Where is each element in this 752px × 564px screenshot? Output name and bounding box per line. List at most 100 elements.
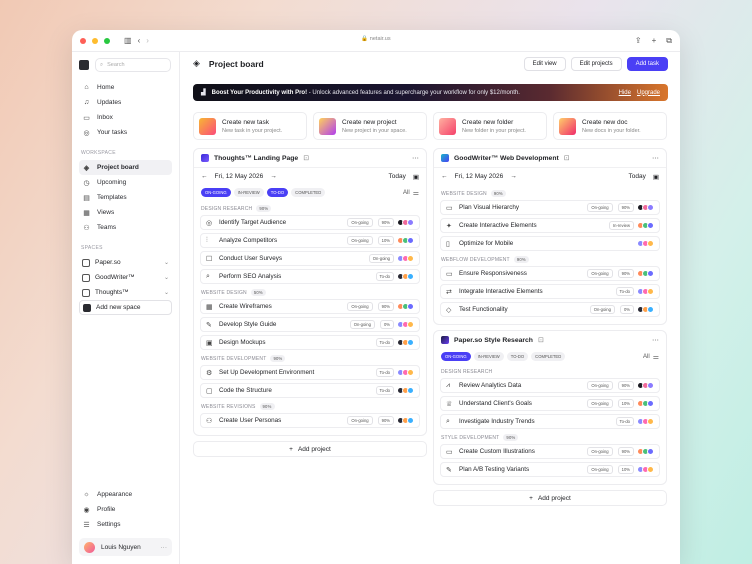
status-badge: On-going — [368, 254, 394, 263]
task-row[interactable]: ⩘ Review Analytics Data On-going 90% — [440, 378, 660, 393]
filter-pill[interactable]: TO-DO — [506, 352, 529, 361]
calendar-icon[interactable]: ▣ — [412, 173, 419, 181]
quick-action-card[interactable]: Create new folder New folder in your proj… — [433, 112, 547, 140]
filter-pill[interactable]: ON-GOING — [201, 188, 231, 197]
task-row[interactable]: ✎ Develop Style Guide On-going 0% — [200, 317, 420, 332]
more-icon[interactable]: ··· — [652, 154, 659, 162]
quick-action-card[interactable]: Create new task New task in your project. — [193, 112, 307, 140]
chevron-down-icon[interactable]: ⌄ — [163, 260, 169, 266]
nav-your-tasks[interactable]: ◎ Your tasks — [79, 125, 172, 140]
quick-action-card[interactable]: Create new doc New docs in your folder. — [553, 112, 667, 140]
nav-home[interactable]: ⌂ Home — [79, 80, 172, 95]
user-menu[interactable]: Louis Nguyen ··· — [79, 538, 172, 556]
task-row[interactable]: ✦ Create Interactive Elements In-review — [440, 218, 660, 233]
task-row[interactable]: ♕ Understand Client's Goals On-going 10% — [440, 396, 660, 411]
task-row[interactable]: ◇ Test Functionality On-going 0% — [440, 302, 660, 317]
more-icon[interactable]: ··· — [652, 336, 659, 344]
task-row[interactable]: ☐ Conduct User Surveys On-going — [200, 251, 420, 266]
edit-view-button[interactable]: Edit view — [523, 56, 566, 71]
add-task-button[interactable]: Add task — [626, 56, 668, 71]
assignee-avatars — [637, 222, 654, 229]
task-row[interactable]: ▯ Optimize for Mobile — [440, 236, 660, 251]
today-button[interactable]: Today — [388, 173, 406, 180]
new-tab-icon[interactable]: + — [651, 35, 657, 45]
task-row[interactable]: ▢ Code the Structure To-do — [200, 383, 420, 398]
nav-appearance[interactable]: ☼ Appearance — [79, 487, 172, 502]
task-row[interactable]: ▭ Create Custom Illustrations On-going 90% — [440, 444, 660, 459]
task-row[interactable]: ▣ Design Mockups To-do — [200, 335, 420, 350]
task-row[interactable]: ⇄ Integrate Interactive Elements To-do — [440, 284, 660, 299]
share-icon[interactable]: ⇪ — [634, 35, 642, 45]
status-badge: On-going — [587, 447, 613, 456]
filter-pill[interactable]: IN-REVIEW — [473, 352, 504, 361]
inbox-icon: ▭ — [83, 114, 90, 122]
filter-pill[interactable]: COMPLETED — [531, 352, 566, 361]
task-label: Create Interactive Elements — [459, 222, 537, 229]
more-icon[interactable]: ··· — [160, 543, 168, 551]
section-progress: 90% — [256, 205, 272, 212]
all-filter[interactable]: All — [403, 189, 410, 196]
task-row[interactable]: ✎ Plan A/B Testing Variants On-going 10% — [440, 462, 660, 477]
chevron-down-icon[interactable]: ⌄ — [163, 275, 169, 281]
sliders-icon[interactable]: ⚌ — [412, 189, 419, 197]
space-thoughts[interactable]: Thoughts™ ⌄ — [79, 285, 172, 300]
add-space-button[interactable]: Add new space — [79, 300, 172, 315]
status-badge: To-do — [375, 272, 394, 281]
nav-templates[interactable]: ▤ Templates — [79, 190, 172, 205]
all-filter[interactable]: All — [643, 353, 650, 360]
nav-views[interactable]: ▦ Views — [79, 205, 172, 220]
filter-pill[interactable]: COMPLETED — [291, 188, 326, 197]
task-row[interactable]: ▭ Ensure Responsiveness On-going 90% — [440, 266, 660, 281]
more-icon[interactable]: ··· — [412, 154, 419, 162]
upgrade-link[interactable]: Upgrade — [636, 89, 660, 96]
minimize-dot[interactable] — [92, 37, 98, 44]
filter-pill[interactable]: IN-REVIEW — [233, 188, 264, 197]
search-input[interactable]: ⌕ Search — [95, 58, 171, 72]
maximize-dot[interactable] — [104, 37, 110, 44]
image-icon: ▣ — [206, 339, 213, 347]
filter-pill[interactable]: ON-GOING — [441, 352, 471, 361]
space-goodwriter[interactable]: GoodWriter™ ⌄ — [79, 270, 172, 285]
calendar-icon[interactable]: ▣ — [652, 173, 659, 181]
forward-icon[interactable]: › — [146, 36, 149, 45]
task-row[interactable]: ▦ Create Wireframes On-going 90% — [200, 299, 420, 314]
nav-project-board[interactable]: ◈ Project board — [79, 160, 172, 175]
tabs-icon[interactable]: ⧉ — [666, 35, 672, 45]
chevron-down-icon[interactable]: ⌄ — [163, 290, 169, 296]
url-bar[interactable]: 🔒 netair.us — [361, 36, 391, 42]
task-row[interactable]: ⌕ Investigate Industry Trends To-do — [440, 414, 660, 429]
task-row[interactable]: ⚇ Create User Personas On-going 90% — [200, 413, 420, 428]
assignee-avatars — [637, 270, 654, 277]
nav-teams[interactable]: ⚇ Teams — [79, 220, 172, 235]
nav-upcoming[interactable]: ◷ Upcoming — [79, 175, 172, 190]
close-dot[interactable] — [80, 37, 86, 44]
task-row[interactable]: ⫶ Analyze Competitors On-going 10% — [200, 233, 420, 248]
chevron-right-icon[interactable]: → — [270, 173, 277, 180]
add-project-button[interactable]: + Add project — [193, 441, 427, 457]
status-badge: To-do — [375, 338, 394, 347]
task-row[interactable]: ⌕ Perform SEO Analysis To-do — [200, 269, 420, 284]
nav-profile[interactable]: ◉ Profile — [79, 502, 172, 517]
search-icon: ⌕ — [446, 417, 450, 425]
layers-icon: ◈ — [193, 58, 200, 68]
quick-action-card[interactable]: Create new project New project in your sp… — [313, 112, 427, 140]
chevron-left-icon[interactable]: ← — [201, 173, 208, 180]
today-button[interactable]: Today — [628, 173, 646, 180]
task-row[interactable]: ◎ Identify Target Audience On-going 90% — [200, 215, 420, 230]
edit-projects-button[interactable]: Edit projects — [570, 56, 622, 71]
task-row[interactable]: ⚙ Set Up Development Environment To-do — [200, 365, 420, 380]
hide-link[interactable]: Hide — [618, 89, 631, 96]
task-row[interactable]: ▭ Plan Visual Hierarchy On-going 90% — [440, 200, 660, 215]
space-paper-so[interactable]: Paper.so ⌄ — [79, 255, 172, 270]
back-icon[interactable]: ‹ — [137, 36, 141, 45]
chevron-right-icon[interactable]: → — [510, 173, 517, 180]
chevron-left-icon[interactable]: ← — [441, 173, 448, 180]
sliders-icon[interactable]: ⚌ — [652, 353, 659, 361]
nav-settings[interactable]: ☰ Settings — [79, 517, 172, 532]
filter-pill[interactable]: TO-DO — [266, 188, 289, 197]
nav-inbox[interactable]: ▭ Inbox — [79, 110, 172, 125]
sidebar-toggle-icon[interactable]: ▥ — [124, 36, 132, 45]
add-project-button[interactable]: + Add project — [433, 490, 667, 506]
plus-icon: + — [529, 494, 533, 502]
nav-updates[interactable]: ♫ Updates — [79, 95, 172, 110]
